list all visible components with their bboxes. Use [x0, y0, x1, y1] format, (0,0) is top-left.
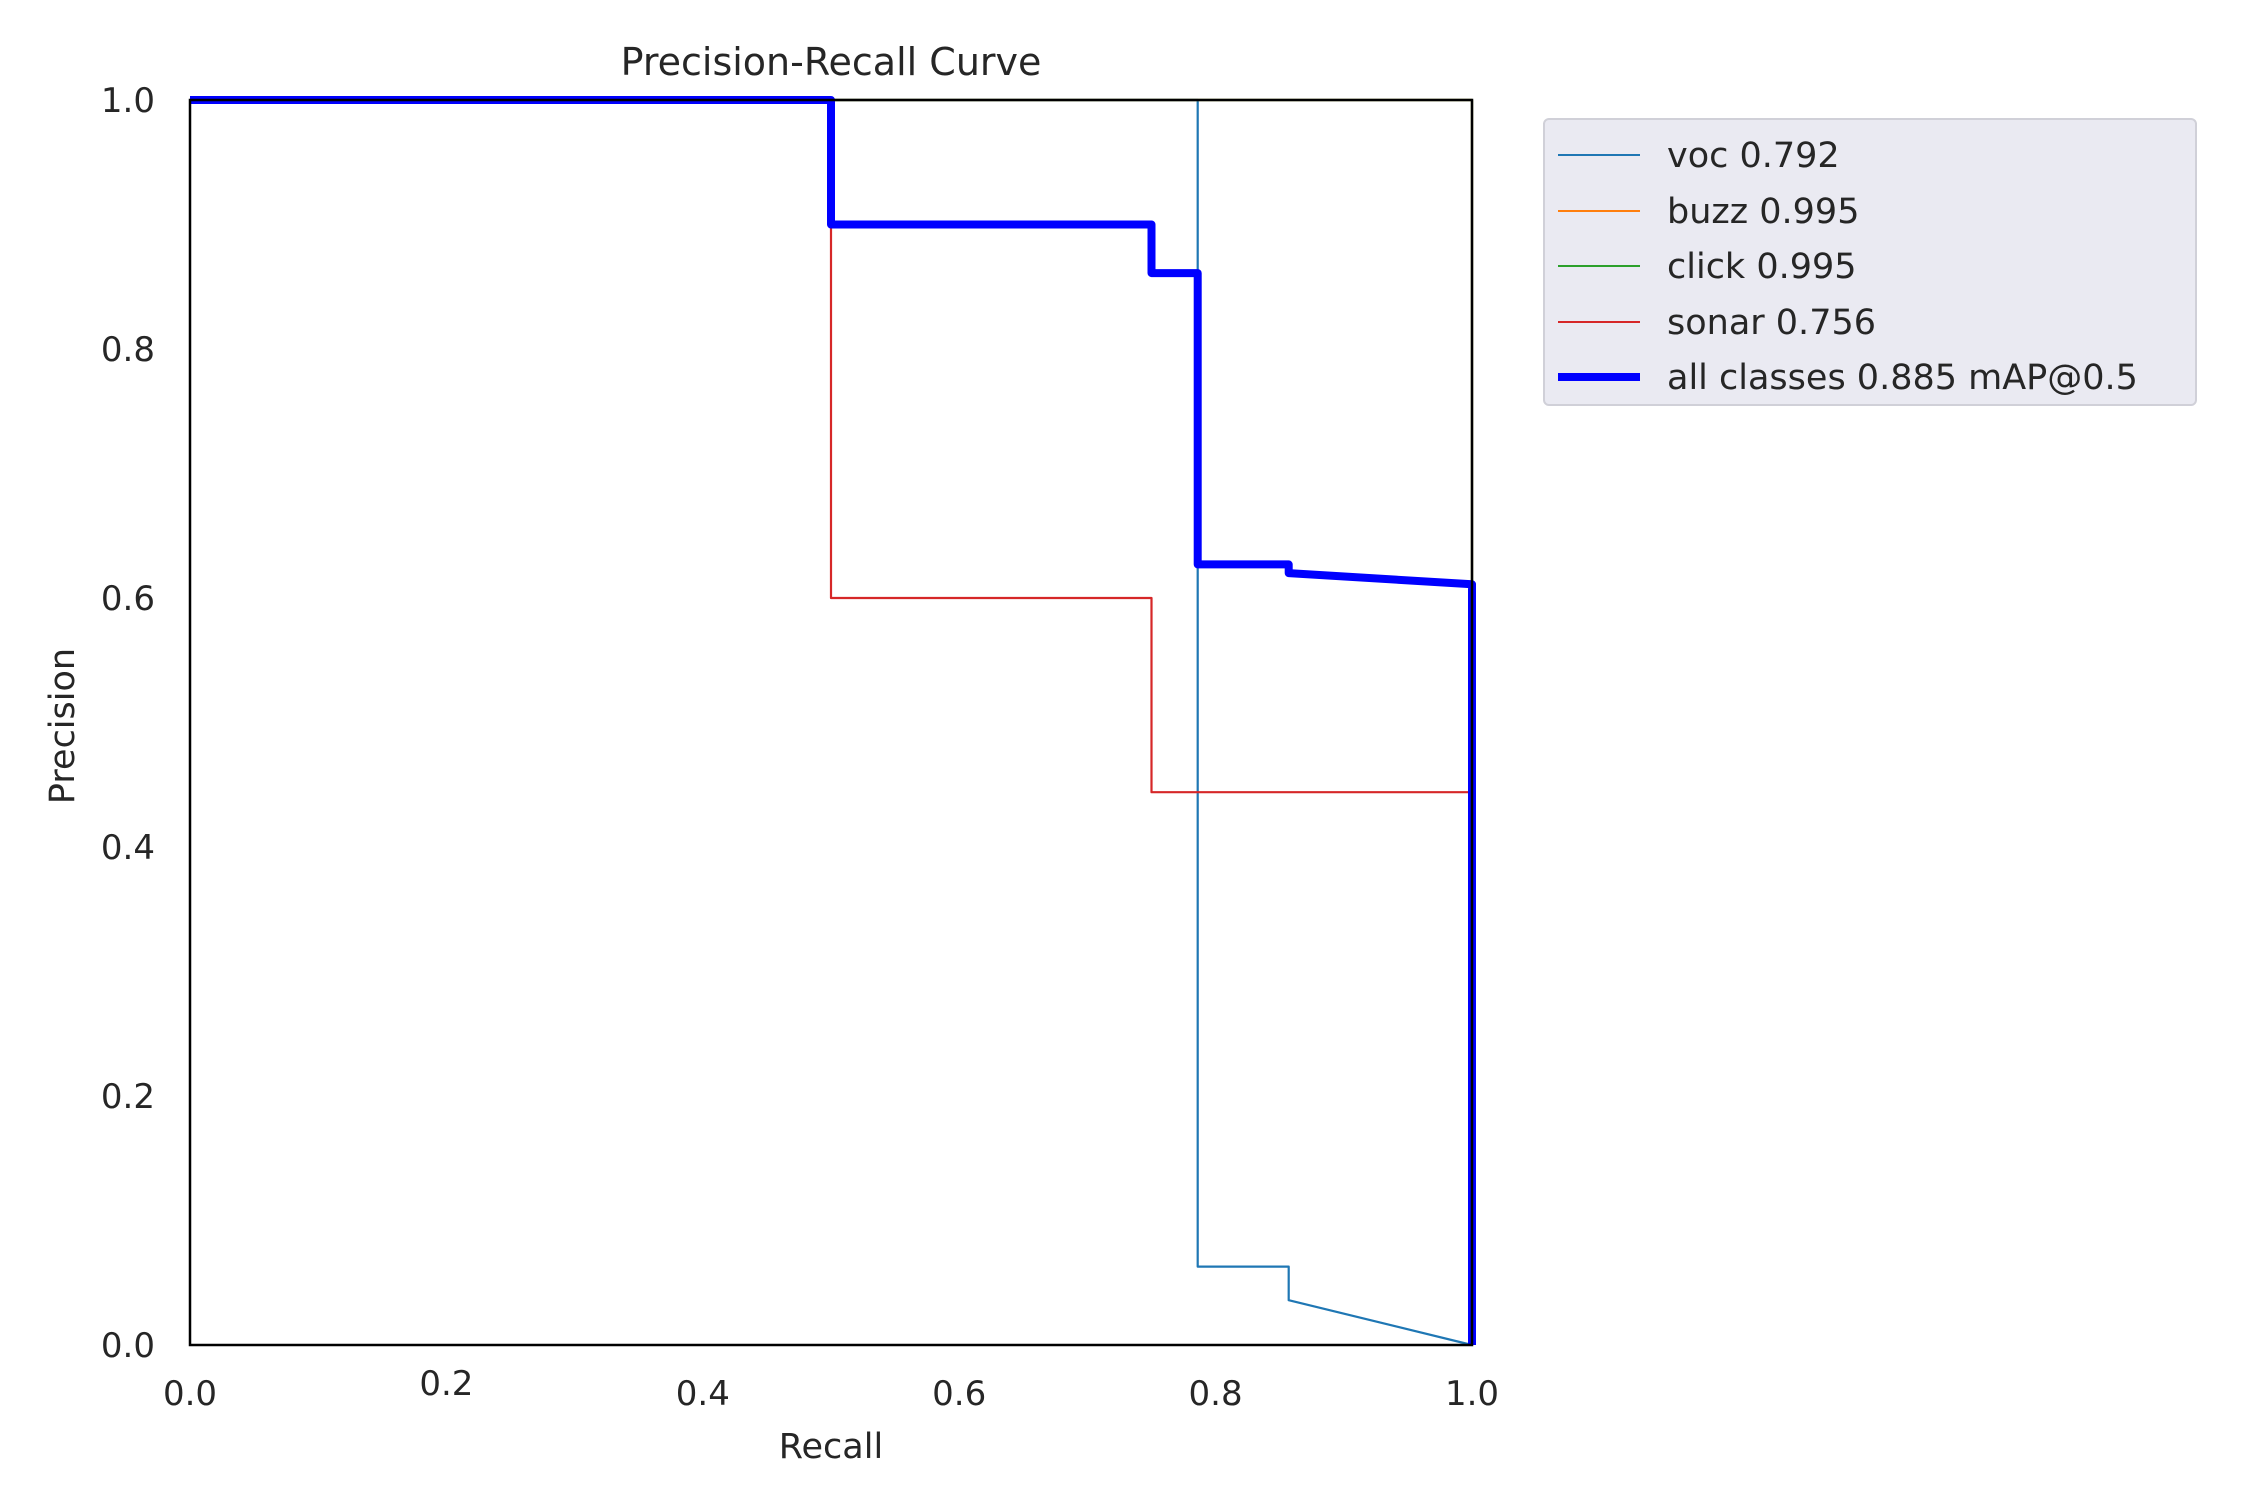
legend-swatch [1558, 320, 1640, 323]
legend-swatch [1558, 209, 1640, 212]
chart-title: Precision-Recall Curve [621, 40, 1042, 84]
legend-swatch [1558, 154, 1640, 156]
x-tick-label: 0.6 [932, 1374, 986, 1414]
series-line-3 [190, 98, 1474, 1345]
x-tick-label: 0.2 [419, 1364, 473, 1404]
legend-item: click 0.995 [1545, 239, 2195, 295]
y-tick-label: 1.0 [101, 81, 155, 121]
y-tick-label: 0.6 [101, 579, 155, 619]
y-tick-label: 0.2 [101, 1077, 155, 1117]
y-tick-label: 0.4 [101, 828, 155, 868]
legend-label: voc 0.792 [1667, 136, 1840, 176]
x-tick-label: 0.4 [676, 1374, 730, 1414]
legend-item: voc 0.792 [1545, 128, 2195, 184]
x-tick-label: 0.8 [1189, 1374, 1243, 1414]
x-axis-label: Recall [779, 1427, 883, 1467]
legend-item: buzz 0.995 [1545, 184, 2195, 240]
plot-frame [188, 98, 1474, 1347]
legend-swatch [1558, 373, 1640, 381]
series-line-4 [190, 96, 1476, 1345]
legend-item: sonar 0.756 [1545, 295, 2195, 351]
x-tick-label: 0.0 [163, 1374, 217, 1414]
legend-label: buzz 0.995 [1667, 191, 1860, 232]
legend-label: click 0.995 [1667, 247, 1857, 287]
legend: voc 0.792 buzz 0.995 click 0.995 sonar 0.75… [1543, 118, 2197, 406]
legend-item: all classes 0.885 mAP@0.5 [1545, 350, 2195, 406]
tick-layer: 0.0 0.2 0.4 0.6 0.8 1.0 0.0 0.2 0.4 0.6 0.8 1.0 [101, 81, 1499, 1414]
legend-swatch [1558, 265, 1640, 267]
legend-label: all classes 0.885 mAP@0.5 [1667, 358, 2138, 398]
y-tick-label: 0.8 [101, 330, 155, 370]
legend-label: sonar 0.756 [1667, 302, 1876, 343]
y-axis-label: Precision [43, 648, 83, 804]
series-layer [190, 96, 1476, 1347]
x-tick-label: 1.0 [1445, 1374, 1499, 1414]
y-tick-label: 0.0 [101, 1326, 155, 1366]
